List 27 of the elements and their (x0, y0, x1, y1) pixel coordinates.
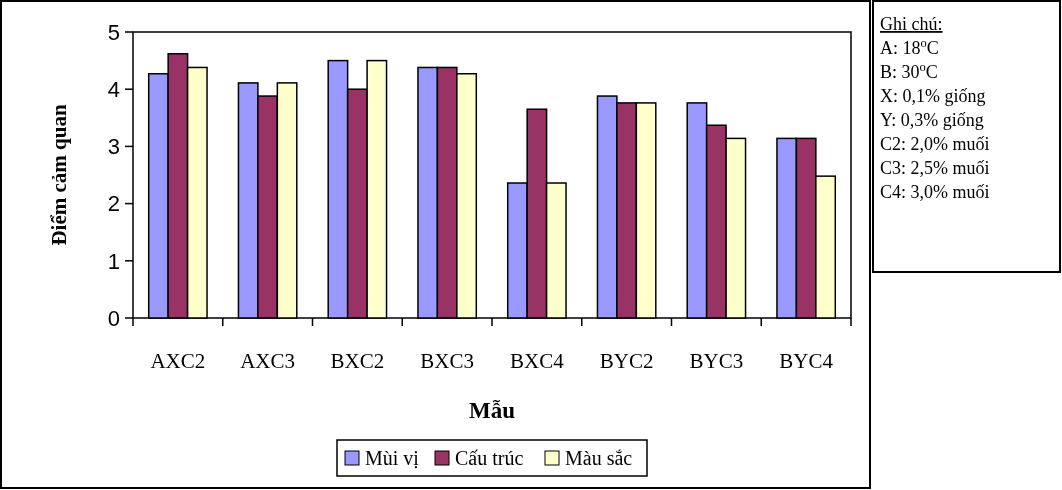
x-tick-label: AXC2 (150, 349, 206, 373)
x-tick-label: AXC3 (240, 349, 296, 373)
x-tick-label: BXC2 (330, 349, 385, 373)
text: C2: 2,0% muối (880, 134, 990, 154)
text: B: 30$^{o}$C (880, 60, 938, 82)
y-tick-label: 2 (107, 191, 120, 217)
text: Y: 0,3% giống (880, 110, 984, 130)
x-tick-label: BYC2 (599, 349, 654, 373)
y-tick-label: 5 (107, 19, 120, 45)
text: Ghi chú: (880, 14, 943, 34)
x-tick-label: BXC3 (420, 349, 474, 373)
legend-label: Mùi vị (365, 447, 420, 469)
y-tick-label: 3 (107, 134, 120, 160)
y-tick-label: 4 (107, 76, 120, 102)
legend-label: Màu sắc (565, 447, 633, 469)
text: X: 0,1% giống (880, 86, 986, 106)
y-axis-title: Điểm cảm quan (47, 104, 71, 246)
x-axis-title: Mẫu (469, 398, 516, 423)
text: C3: 2,5% muối (880, 158, 990, 178)
text: A: 18$^{o}$C (880, 36, 939, 58)
y-tick-label: 0 (107, 305, 120, 331)
x-tick-label: BYC3 (689, 349, 744, 373)
x-tick-label: BXC4 (510, 349, 565, 373)
legend-label: Cấu trúc (455, 447, 524, 469)
y-tick-label: 1 (107, 248, 120, 274)
text: C4: 3,0% muối (880, 182, 990, 202)
x-tick-label: BYC4 (779, 349, 834, 373)
